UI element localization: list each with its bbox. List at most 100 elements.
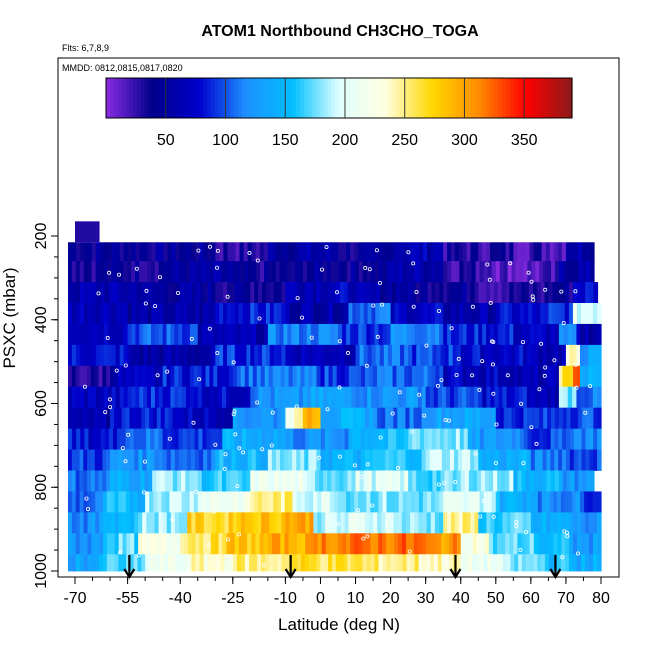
- heatmap-cell: [418, 554, 424, 572]
- heatmap-cell: [99, 554, 104, 572]
- heatmap-cell: [589, 449, 594, 471]
- heatmap-cell: [580, 533, 586, 555]
- heatmap-cell: [296, 449, 301, 471]
- colorbar-swatch: [113, 78, 119, 118]
- heatmap-cell: [209, 491, 215, 513]
- heatmap-cell: [450, 365, 456, 388]
- sample-point: [560, 555, 565, 560]
- heatmap-cell: [362, 261, 368, 283]
- heatmap-cell: [197, 386, 203, 409]
- sample-point: [270, 410, 275, 415]
- heatmap-cell: [593, 282, 599, 304]
- colorbar-swatch: [471, 78, 476, 118]
- sample-point: [573, 289, 578, 294]
- heatmap-cell: [542, 323, 548, 346]
- heatmap-cell: [220, 512, 226, 534]
- heatmap-cell: [141, 533, 147, 555]
- heatmap-cell: [132, 282, 138, 304]
- heatmap-cell: [230, 470, 235, 492]
- heatmap-cell: [565, 533, 570, 555]
- heatmap-cell: [154, 323, 160, 346]
- heatmap-cell: [535, 261, 540, 283]
- sample-point: [117, 272, 122, 277]
- sample-point: [236, 532, 241, 537]
- heatmap-cell: [205, 491, 211, 513]
- heatmap-cell: [523, 261, 528, 283]
- heatmap-cell: [568, 554, 574, 572]
- heatmap-cell: [262, 282, 267, 304]
- heatmap-cell: [177, 470, 182, 492]
- heatmap-cell: [316, 344, 322, 367]
- heatmap-cell: [570, 470, 576, 492]
- heatmap-cell: [456, 554, 462, 572]
- colorbar-swatch: [168, 78, 173, 118]
- colorbar-swatch: [144, 78, 150, 118]
- heatmap-cell: [386, 303, 392, 325]
- heatmap-cell: [138, 533, 143, 555]
- sample-point: [530, 294, 535, 299]
- heatmap-cell: [262, 344, 267, 367]
- sample-point: [543, 287, 548, 292]
- sample-point: [207, 326, 212, 331]
- heatmap-cell: [423, 282, 429, 304]
- colorbar-swatch: [502, 78, 507, 118]
- heatmap-cell: [79, 533, 85, 555]
- heatmap-cell: [478, 449, 483, 471]
- heatmap-cell: [466, 512, 472, 534]
- heatmap-cell: [126, 512, 131, 534]
- heatmap-cell: [562, 344, 567, 367]
- sample-point: [247, 250, 252, 255]
- heatmap-cell: [350, 242, 355, 262]
- heatmap-cell: [421, 533, 427, 555]
- heatmap-cell: [180, 407, 185, 430]
- heatmap-cell: [246, 491, 251, 513]
- heatmap-cell: [243, 533, 248, 555]
- heatmap-cell: [502, 512, 508, 534]
- heatmap-cell: [251, 449, 257, 471]
- sample-point: [196, 248, 201, 253]
- heatmap-cell: [562, 261, 568, 283]
- heatmap-cell: [331, 470, 336, 492]
- heatmap-cell: [228, 323, 234, 346]
- heatmap-cell: [223, 344, 228, 367]
- heatmap-cell: [294, 470, 300, 492]
- heatmap-cell: [75, 407, 81, 430]
- heatmap-cell: [187, 344, 192, 367]
- heatmap-cell: [305, 428, 310, 450]
- heatmap-cell: [474, 282, 479, 304]
- heatmap-cell: [172, 282, 177, 304]
- heatmap-cell: [75, 261, 81, 283]
- heatmap-cell: [476, 554, 481, 572]
- heatmap-cell: [131, 344, 137, 367]
- heatmap-cell: [134, 365, 139, 388]
- heatmap-cell: [118, 554, 123, 572]
- colorbar-tick-label: 200: [332, 132, 359, 149]
- heatmap-cell: [242, 428, 247, 450]
- heatmap-cell: [441, 533, 446, 555]
- heatmap-cell: [588, 386, 594, 409]
- colorbar-swatch: [125, 78, 130, 118]
- heatmap-cell: [269, 491, 274, 513]
- heatmap-cell: [530, 344, 536, 367]
- heatmap-cell: [260, 323, 265, 346]
- heatmap-cell: [574, 261, 580, 283]
- heatmap-cell: [521, 282, 526, 304]
- heatmap-cell: [71, 407, 77, 430]
- heatmap-cell: [226, 470, 231, 492]
- heatmap-cell: [596, 386, 602, 409]
- heatmap-cell: [138, 449, 144, 471]
- heatmap-cell: [431, 303, 436, 325]
- heatmap-cell: [94, 470, 100, 492]
- heatmap-cell: [339, 282, 345, 304]
- heatmap-cell: [120, 282, 126, 304]
- colorbar-swatch: [152, 78, 158, 118]
- heatmap-cell: [439, 512, 444, 534]
- heatmap-cell: [294, 407, 300, 430]
- heatmap-cell: [134, 449, 139, 471]
- heatmap-cell: [557, 533, 562, 555]
- heatmap-cell: [560, 491, 566, 513]
- heatmap-cell: [231, 242, 237, 262]
- heatmap-cell: [298, 386, 304, 409]
- heatmap-cell: [572, 491, 577, 513]
- heatmap-cell: [300, 554, 306, 572]
